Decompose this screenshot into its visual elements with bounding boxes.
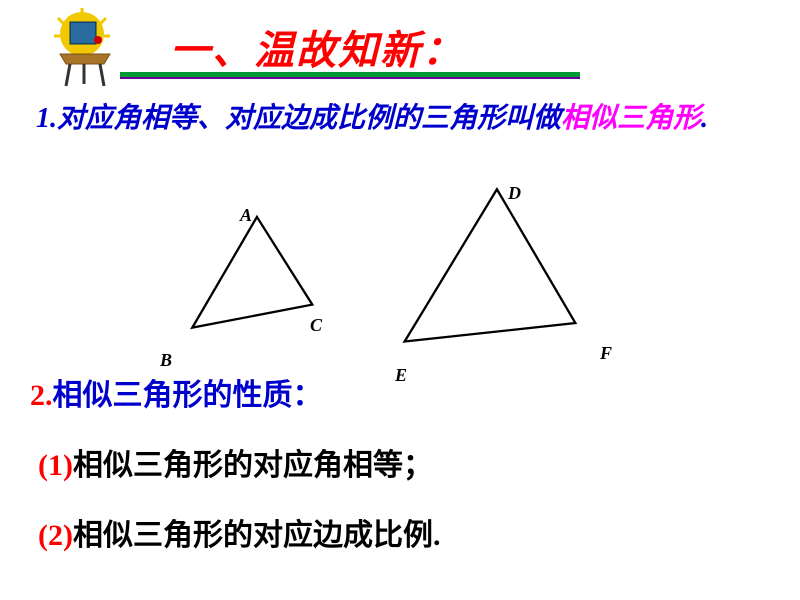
definition-block: 1.对应角相等、对应边成比例的三角形叫做相似三角形.: [36, 98, 766, 140]
prop2-number: (2): [38, 519, 73, 552]
triangle-def: [405, 189, 576, 341]
def-number: 1.: [36, 103, 57, 134]
triangles-diagram: A B C D E F: [150, 180, 650, 350]
section2-title: 2.相似三角形的性质：: [30, 370, 323, 414]
desk-sun-icon: [40, 8, 130, 93]
triangle-abc: [192, 217, 312, 328]
vertex-e-label: E: [395, 365, 407, 386]
vertex-a-label: A: [240, 205, 252, 226]
def-dot: .: [701, 103, 708, 134]
section2-text: 相似三角形的性质：: [53, 379, 323, 412]
section2-number: 2.: [30, 379, 53, 412]
title-underline-purple: [120, 77, 580, 79]
def-part1: 对应角相等、对应边成比例的三角形叫做: [57, 103, 561, 134]
prop1-text: 相似三角形的对应角相等；: [73, 449, 433, 482]
page-title: 一、温故知新：: [170, 18, 570, 76]
property-2: (2)相似三角形的对应边成比例.: [38, 510, 440, 554]
def-pink: 相似三角形: [561, 103, 701, 134]
vertex-b-label: B: [160, 350, 172, 371]
vertex-c-label: C: [310, 315, 322, 336]
prop1-number: (1): [38, 449, 73, 482]
vertex-d-label: D: [508, 183, 521, 204]
property-1: (1)相似三角形的对应角相等；: [38, 440, 433, 484]
title-text: 一、温故知新：: [170, 28, 464, 73]
prop2-text: 相似三角形的对应边成比例.: [73, 519, 441, 552]
vertex-f-label: F: [600, 343, 612, 364]
